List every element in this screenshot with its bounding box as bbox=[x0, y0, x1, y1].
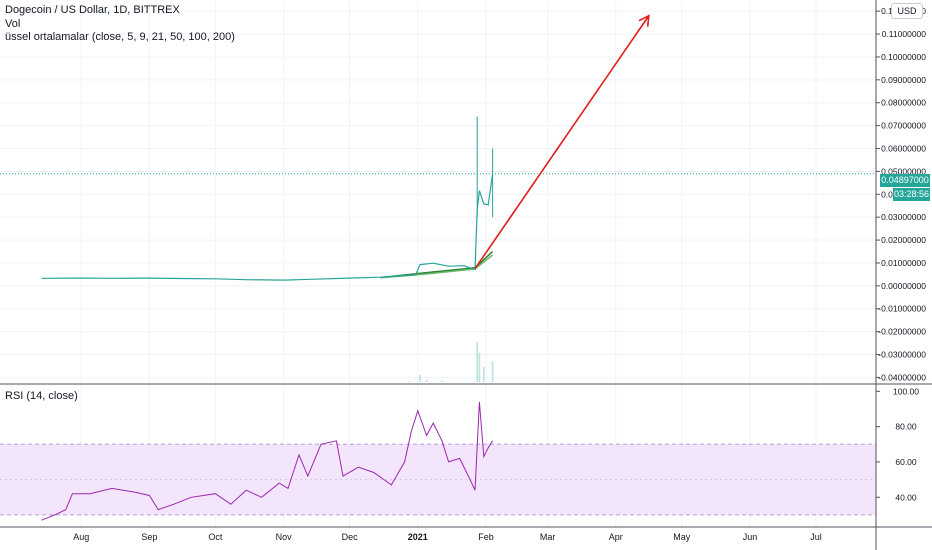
arrow-shaft bbox=[474, 15, 650, 270]
x-tick-label: Sep bbox=[141, 532, 157, 542]
y-tick-label: 0.08000000 bbox=[881, 98, 926, 108]
volume-bar bbox=[476, 341, 478, 382]
grid-lines bbox=[0, 2, 876, 528]
x-tick-label: Dec bbox=[342, 532, 359, 542]
x-tick-label: Feb bbox=[478, 532, 494, 542]
volume-bar bbox=[425, 379, 428, 382]
rsi-legend: RSI (14, close) bbox=[5, 390, 78, 402]
y-tick-label: 0.03000000 bbox=[881, 212, 926, 222]
x-tick-label: Aug bbox=[73, 532, 89, 542]
price-close-line bbox=[41, 173, 494, 281]
arrow-head bbox=[638, 14, 650, 27]
volume-bar bbox=[478, 352, 481, 382]
volume-bars bbox=[408, 341, 494, 382]
volume-bar bbox=[491, 361, 494, 382]
x-tick-label: Nov bbox=[276, 532, 293, 542]
x-tick-label: May bbox=[673, 532, 691, 542]
price-series bbox=[0, 116, 876, 281]
volume-bar bbox=[419, 374, 421, 382]
x-tick-label: Oct bbox=[208, 532, 223, 542]
y-tick-label: 0.11000000 bbox=[882, 29, 927, 39]
chart-title: Dogecoin / US Dollar, 1D, BITTREX bbox=[5, 4, 180, 16]
rsi-series bbox=[41, 401, 494, 521]
y-tick-label: 0.07000000 bbox=[881, 121, 926, 131]
rsi-tick-label: 100.00 bbox=[893, 386, 919, 396]
x-tick-label: Jul bbox=[810, 532, 822, 542]
y-tick-label: 0.00000000 bbox=[881, 281, 926, 291]
currency-badge[interactable]: USD bbox=[891, 3, 923, 19]
ema-legend: üssel ortalamalar (close, 5, 9, 21, 50, … bbox=[5, 31, 235, 43]
x-tick-label: Jun bbox=[743, 532, 758, 542]
x-tick-label: 2021 bbox=[408, 532, 428, 542]
y-tick-label: -0.04000000 bbox=[878, 372, 926, 382]
last-price-tag: 0.04897000 bbox=[880, 174, 930, 187]
trend-arrow bbox=[474, 14, 650, 270]
rsi-tick-label: 40.00 bbox=[895, 492, 917, 502]
y-tick-label: 0.09000000 bbox=[881, 75, 926, 85]
tick-labels: Aug Sep Oct Nov Dec 2021 Feb Mar Apr May Jun Jul 0.1… bbox=[73, 6, 926, 542]
rsi-tick-label: 80.00 bbox=[895, 422, 917, 432]
rsi-band bbox=[0, 443, 876, 516]
x-tick-label: Apr bbox=[609, 532, 623, 542]
volume-bar bbox=[483, 366, 485, 382]
y-tick-label: -0.02000000 bbox=[878, 327, 926, 337]
volume-bar bbox=[441, 380, 443, 382]
y-tick-label: -0.01000000 bbox=[878, 304, 926, 314]
y-tick-label: -0.03000000 bbox=[878, 350, 926, 360]
volume-legend: Vol bbox=[5, 18, 21, 30]
y-tick-label: 0.10000000 bbox=[881, 52, 926, 62]
rsi-tick-label: 60.00 bbox=[895, 457, 917, 467]
y-tick-label: 0.06000000 bbox=[881, 144, 926, 154]
y-tick-label: 0.05000000 bbox=[881, 166, 926, 176]
y-tick-label: 0.02000000 bbox=[881, 235, 926, 245]
volume-bar bbox=[408, 381, 410, 382]
rsi-line bbox=[41, 401, 494, 521]
y-tick-label: 0.01000000 bbox=[881, 258, 926, 268]
x-tick-label: Mar bbox=[540, 532, 556, 542]
bar-countdown-tag: 03:28:56 bbox=[893, 188, 930, 201]
